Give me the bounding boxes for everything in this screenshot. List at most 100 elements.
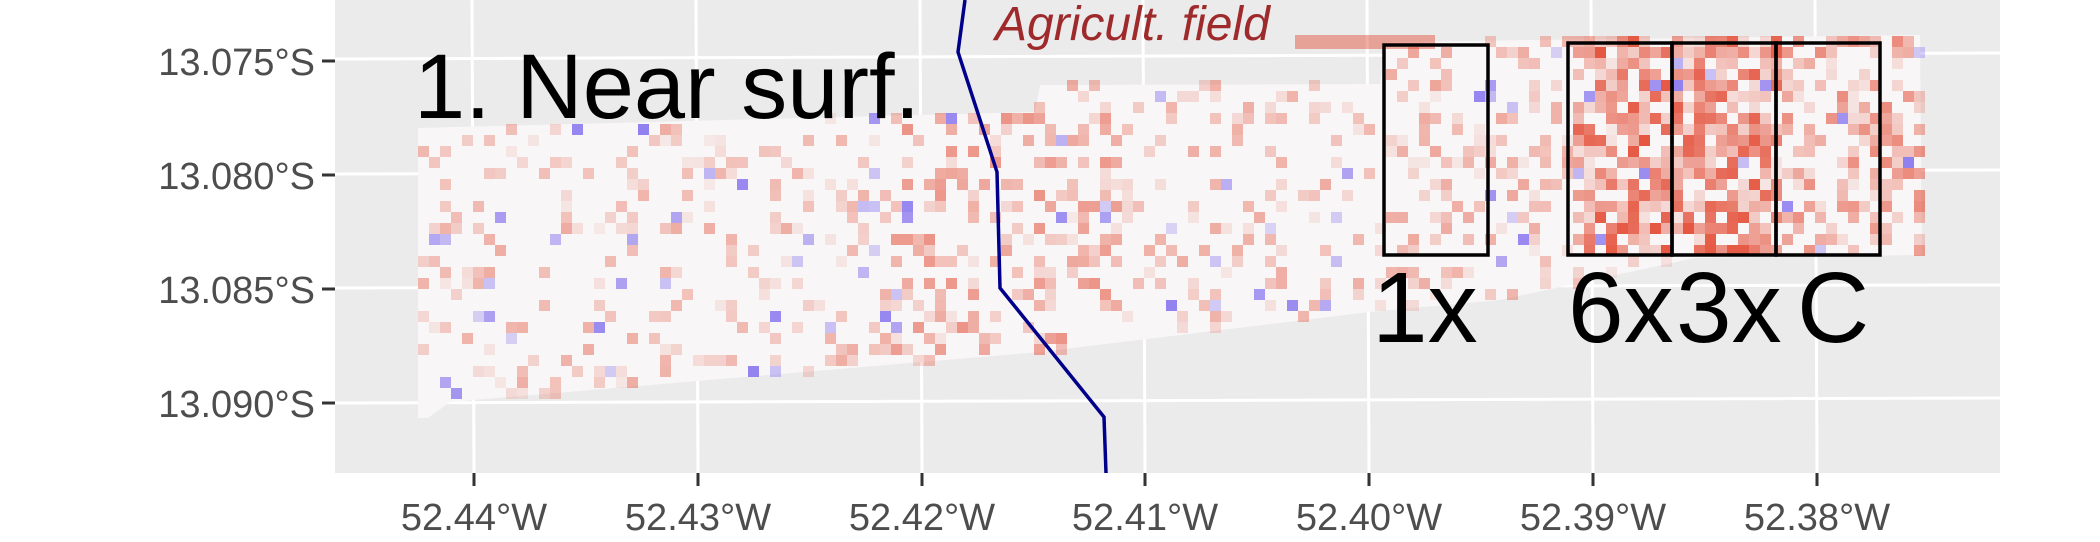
raster-cell [935, 201, 946, 212]
raster-cell [979, 333, 990, 344]
raster-cell [1276, 201, 1287, 212]
raster-cell [1672, 179, 1683, 190]
raster-cell [693, 355, 704, 366]
raster-cell [484, 366, 495, 377]
raster-cell [1507, 157, 1518, 168]
raster-cell [869, 168, 880, 179]
raster-cell [594, 278, 605, 289]
raster-cell [1276, 278, 1287, 289]
raster-cell [1650, 245, 1661, 256]
raster-cell [1518, 234, 1529, 245]
raster-cell [462, 278, 473, 289]
raster-cell [627, 234, 638, 245]
raster-cell [1419, 102, 1430, 113]
raster-cell [781, 223, 792, 234]
raster-cell [1661, 190, 1672, 201]
raster-cell [825, 179, 836, 190]
raster-cell [561, 157, 572, 168]
raster-cell [935, 256, 946, 267]
raster-cell [1782, 201, 1793, 212]
raster-cell [638, 190, 649, 201]
raster-cell [1848, 102, 1859, 113]
raster-cell [1507, 47, 1518, 58]
raster-cell [1661, 179, 1672, 190]
raster-cell [1430, 212, 1441, 223]
raster-cell [924, 245, 935, 256]
raster-cell [1705, 47, 1716, 58]
raster-cell [1749, 245, 1760, 256]
raster-cell [946, 113, 957, 124]
raster-cell [1067, 256, 1078, 267]
raster-cell [1749, 124, 1760, 135]
raster-cell [1232, 135, 1243, 146]
raster-cell [1672, 223, 1683, 234]
raster-cell [572, 366, 583, 377]
raster-cell [1089, 201, 1100, 212]
raster-cell [990, 146, 1001, 157]
raster-cell [935, 113, 946, 124]
raster-cell [1705, 157, 1716, 168]
raster-cell [1793, 179, 1804, 190]
raster-cell [1210, 256, 1221, 267]
raster-cell [1848, 212, 1859, 223]
raster-cell [1122, 124, 1133, 135]
raster-cell [1100, 102, 1111, 113]
raster-cell [1320, 179, 1331, 190]
raster-cell [1034, 102, 1045, 113]
raster-cell [1529, 91, 1540, 102]
raster-cell [1441, 69, 1452, 80]
raster-cell [1749, 179, 1760, 190]
raster-cell [1243, 113, 1254, 124]
raster-cell [1694, 146, 1705, 157]
raster-cell [1716, 47, 1727, 58]
raster-cell [440, 377, 451, 388]
raster-cell [440, 267, 451, 278]
raster-cell [880, 333, 891, 344]
raster-cell [583, 344, 594, 355]
raster-cell [1573, 278, 1584, 289]
raster-cell [1573, 168, 1584, 179]
raster-cell [1408, 278, 1419, 289]
raster-cell [1353, 113, 1364, 124]
raster-cell [1595, 168, 1606, 179]
raster-cell [1694, 234, 1705, 245]
raster-cell [1705, 102, 1716, 113]
raster-cell [1617, 69, 1628, 80]
raster-cell [1320, 102, 1331, 113]
raster-cell [924, 201, 935, 212]
raster-cell [1826, 47, 1837, 58]
raster-cell [1452, 113, 1463, 124]
raster-cell [1595, 69, 1606, 80]
raster-cell [1254, 212, 1265, 223]
raster-cell [1397, 267, 1408, 278]
raster-cell [792, 223, 803, 234]
raster-cell [1045, 135, 1056, 146]
raster-cell [880, 289, 891, 300]
raster-cell [770, 366, 781, 377]
raster-cell [726, 245, 737, 256]
y-axis: 13.075°S 13.080°S 13.085°S 13.090°S [158, 42, 335, 426]
raster-cell [1419, 135, 1430, 146]
raster-cell [1617, 47, 1628, 58]
raster-cell [1738, 234, 1749, 245]
raster-cell [616, 278, 627, 289]
raster-cell [770, 146, 781, 157]
raster-cell [1617, 201, 1628, 212]
raster-cell [1672, 201, 1683, 212]
raster-cell [1496, 256, 1507, 267]
raster-cell [616, 157, 627, 168]
raster-cell [671, 223, 682, 234]
raster-cell [1804, 58, 1815, 69]
raster-cell [1683, 58, 1694, 69]
raster-cell [1914, 47, 1925, 58]
raster-cell [1848, 91, 1859, 102]
raster-cell [1694, 113, 1705, 124]
raster-cell [1705, 245, 1716, 256]
raster-cell [1661, 168, 1672, 179]
raster-cell [1177, 311, 1188, 322]
raster-cell [1276, 157, 1287, 168]
raster-cell [671, 124, 682, 135]
raster-cell [1056, 234, 1067, 245]
raster-cell [1881, 179, 1892, 190]
raster-cell [1067, 234, 1078, 245]
